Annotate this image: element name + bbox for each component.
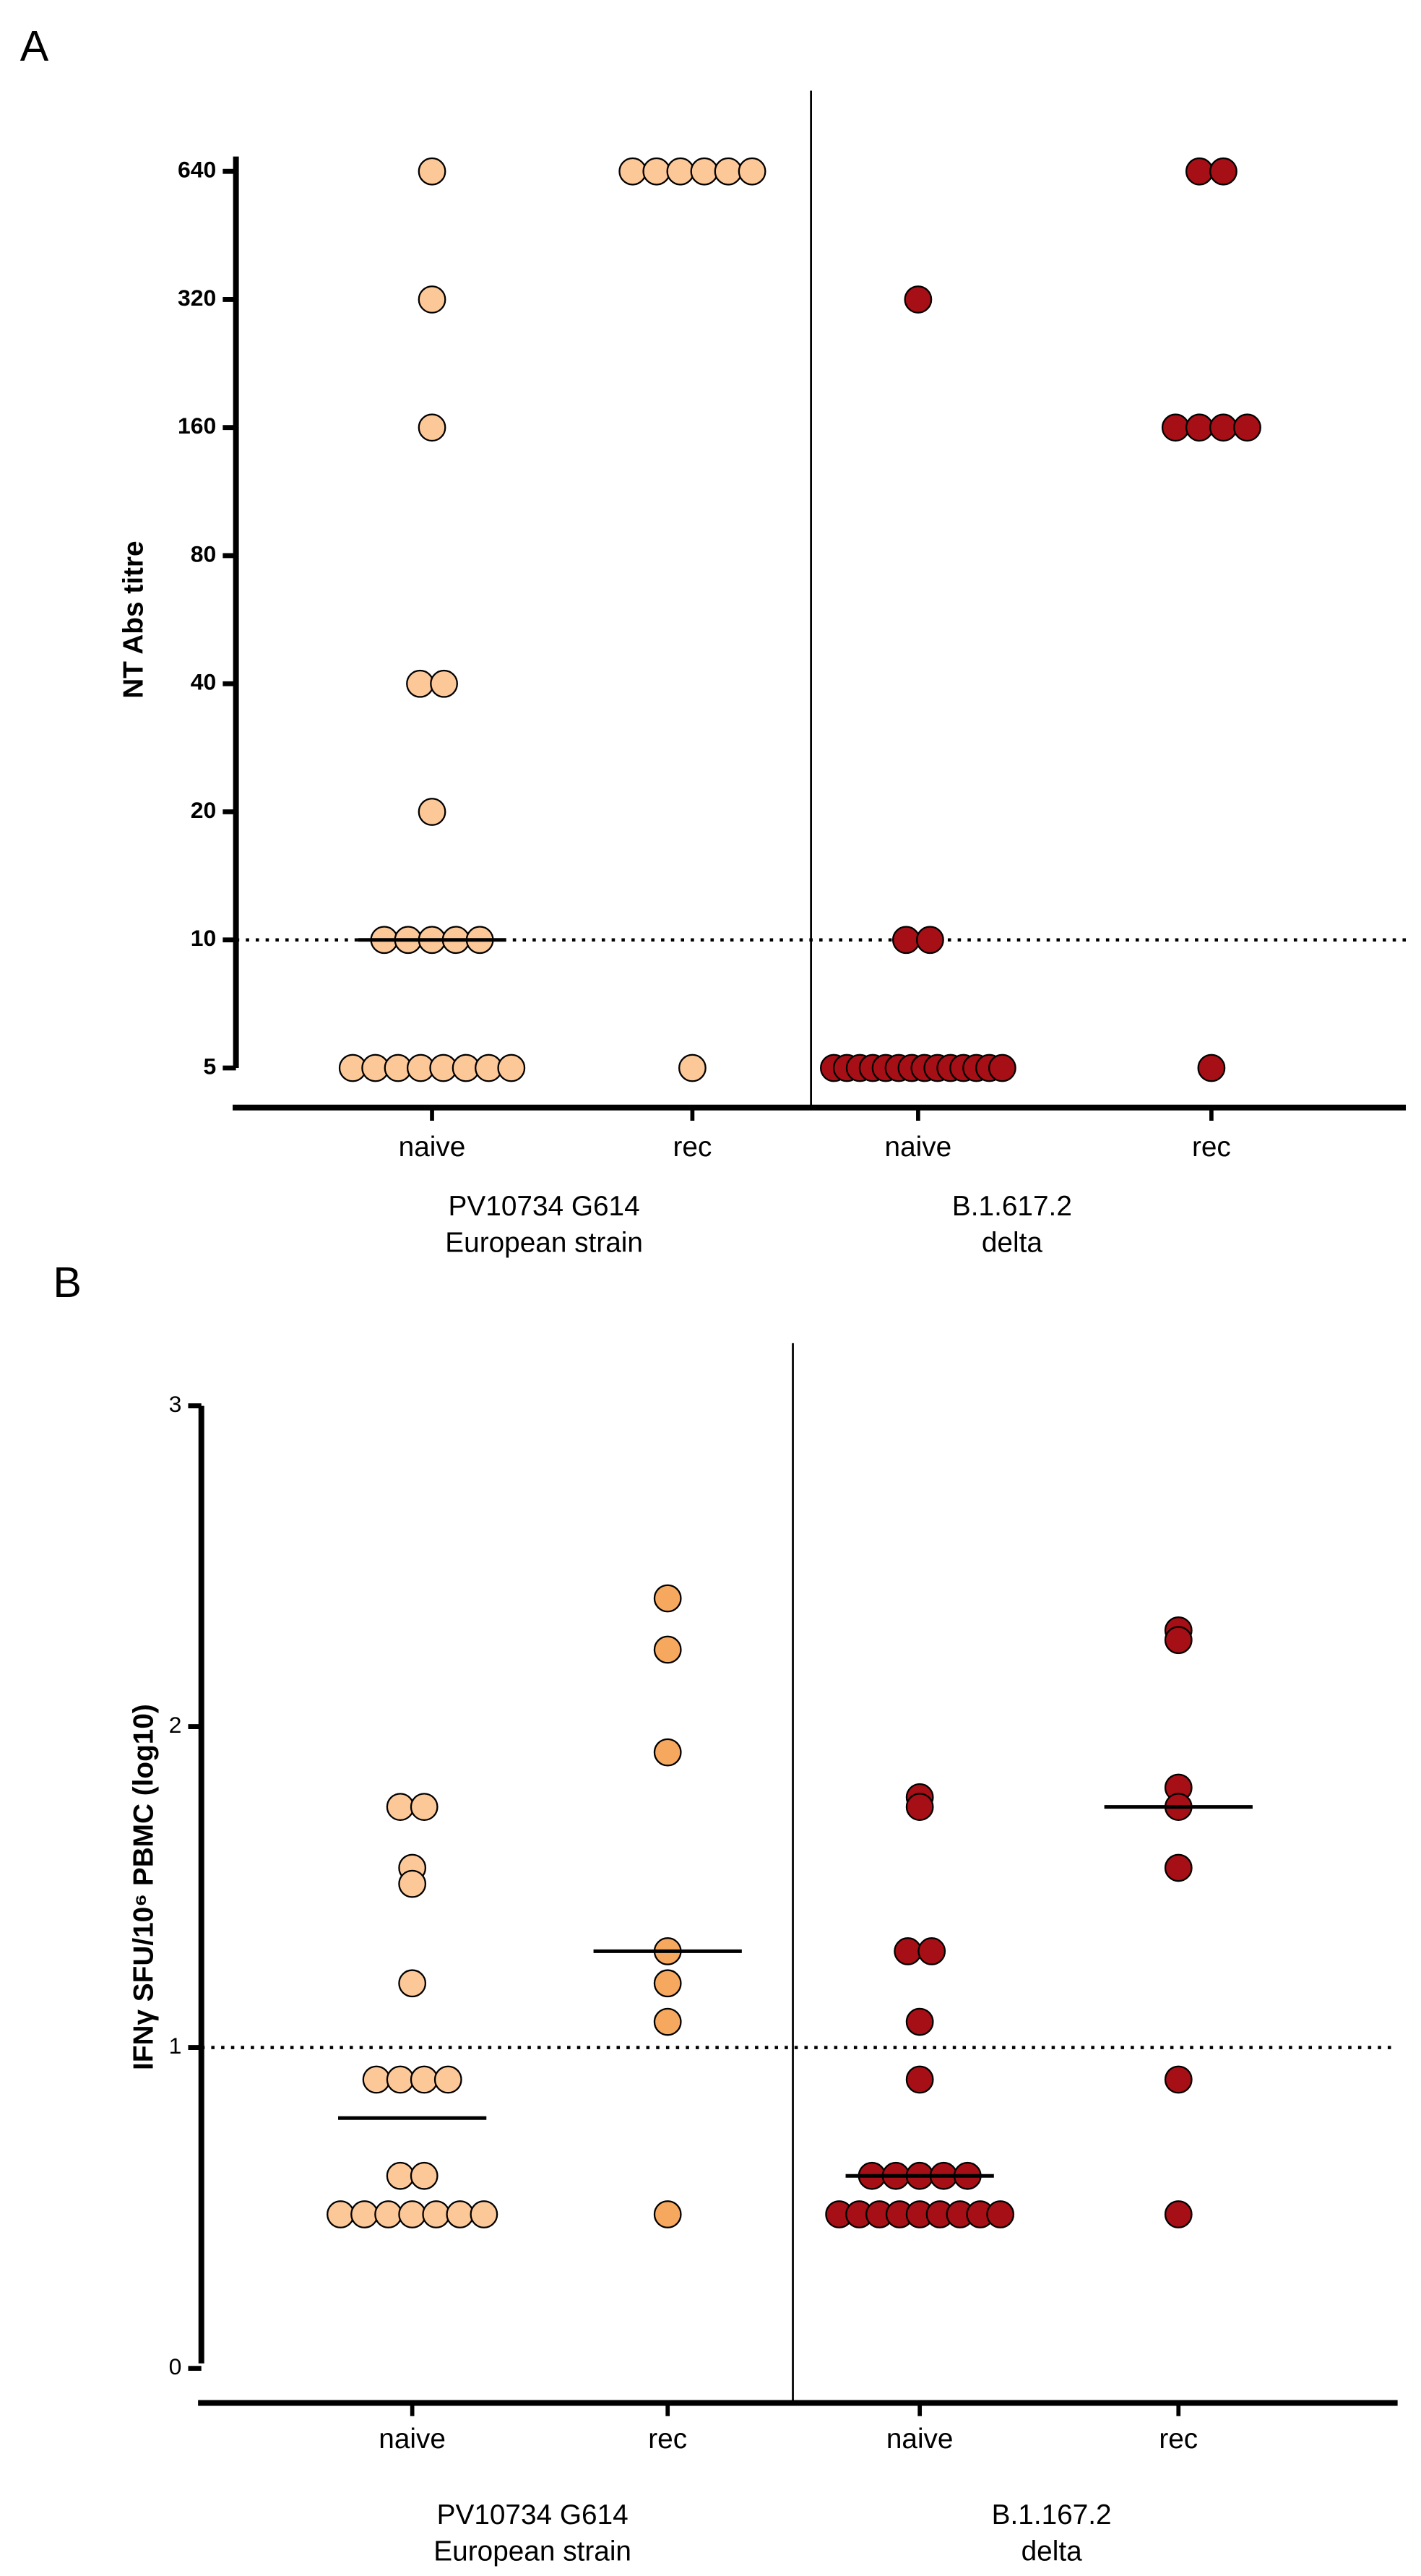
data-point	[618, 157, 647, 186]
data-point	[1164, 2065, 1193, 2094]
data-point	[1164, 1626, 1193, 1655]
data-point	[1164, 1853, 1193, 1882]
data-point	[1164, 2200, 1193, 2228]
y-tick-label: 0	[169, 2353, 182, 2379]
data-point	[738, 157, 766, 186]
data-point	[433, 2065, 462, 2094]
data-point	[418, 157, 446, 186]
data-point	[418, 798, 446, 826]
y-tick-label: 20	[191, 797, 217, 823]
panel-label: A	[20, 22, 49, 70]
data-point	[386, 2161, 415, 2190]
data-point	[410, 2161, 439, 2190]
data-point	[446, 2200, 475, 2228]
data-point	[690, 157, 719, 186]
y-tick-label: 320	[178, 285, 216, 311]
data-point	[904, 285, 933, 314]
y-tick-label: 40	[191, 669, 217, 695]
data-point	[1185, 413, 1214, 442]
data-point	[905, 2007, 934, 2036]
y-tick-label: 10	[191, 925, 217, 951]
x-tick-label: naive	[885, 1132, 952, 1163]
data-point	[678, 1054, 707, 1082]
data-point	[350, 2200, 379, 2228]
x-tick-label: naive	[886, 2424, 954, 2455]
x-tick-label: rec	[673, 1132, 712, 1163]
y-axis-label: NT Abs titre	[118, 540, 150, 698]
data-point	[653, 1635, 682, 1664]
data-point	[653, 1584, 682, 1613]
panel-label: B	[53, 1258, 82, 1306]
data-point	[653, 2200, 682, 2228]
data-point	[917, 1937, 946, 1965]
y-tick-label: 2	[169, 1712, 182, 1738]
data-point	[327, 2200, 355, 2228]
data-point	[398, 1869, 427, 1898]
data-point	[891, 926, 920, 955]
data-point	[410, 1793, 439, 1821]
data-point	[894, 1937, 923, 1965]
group-label: delta	[982, 1227, 1043, 1258]
data-point	[386, 2065, 415, 2094]
data-point	[653, 2007, 682, 2036]
data-point	[1233, 413, 1261, 442]
group-label: PV10734 G614	[437, 2499, 629, 2530]
data-point	[430, 669, 458, 698]
data-point	[666, 157, 695, 186]
data-point	[398, 1969, 427, 1998]
data-point	[642, 157, 671, 186]
data-point	[410, 2065, 439, 2094]
data-point	[988, 1054, 1016, 1082]
y-tick-label: 160	[178, 413, 216, 439]
data-point	[422, 2200, 451, 2228]
data-point	[418, 285, 446, 314]
y-tick-label: 640	[178, 157, 216, 183]
data-point	[905, 1793, 934, 1821]
data-point	[470, 2200, 498, 2228]
data-point	[386, 1793, 415, 1821]
group-label: PV10734 G614	[449, 1191, 640, 1222]
group-label: B.1.617.2	[952, 1191, 1072, 1222]
group-label: delta	[1022, 2536, 1083, 2567]
data-point	[1209, 413, 1238, 442]
group-label: European strain	[433, 2536, 631, 2567]
data-point	[374, 2200, 402, 2228]
data-point	[986, 2200, 1015, 2228]
y-tick-label: 80	[191, 540, 217, 567]
y-tick-label: 1	[169, 2033, 182, 2059]
data-point	[653, 1738, 682, 1767]
data-point	[497, 1054, 526, 1082]
x-tick-label: rec	[648, 2424, 687, 2455]
data-point	[1209, 157, 1238, 186]
group-label: B.1.167.2	[992, 2499, 1112, 2530]
group-label: European strain	[445, 1227, 643, 1258]
y-tick-label: 3	[169, 1391, 182, 1417]
x-tick-label: rec	[1159, 2424, 1198, 2455]
data-point	[916, 926, 944, 955]
data-point	[1185, 157, 1214, 186]
data-point	[362, 2065, 391, 2094]
y-axis-label: IFNγ SFU/10⁶ PBMC (log10)	[128, 1704, 159, 2070]
data-point	[1161, 413, 1190, 442]
data-point	[1197, 1054, 1226, 1082]
data-point	[653, 1969, 682, 1998]
x-tick-label: naive	[379, 2424, 446, 2455]
data-point	[714, 157, 743, 186]
data-point	[398, 2200, 427, 2228]
data-point	[905, 2065, 934, 2094]
data-point	[418, 413, 446, 442]
data-point	[406, 669, 434, 698]
x-tick-label: rec	[1192, 1132, 1231, 1163]
x-tick-label: naive	[399, 1132, 466, 1163]
y-tick-label: 5	[203, 1053, 216, 1079]
